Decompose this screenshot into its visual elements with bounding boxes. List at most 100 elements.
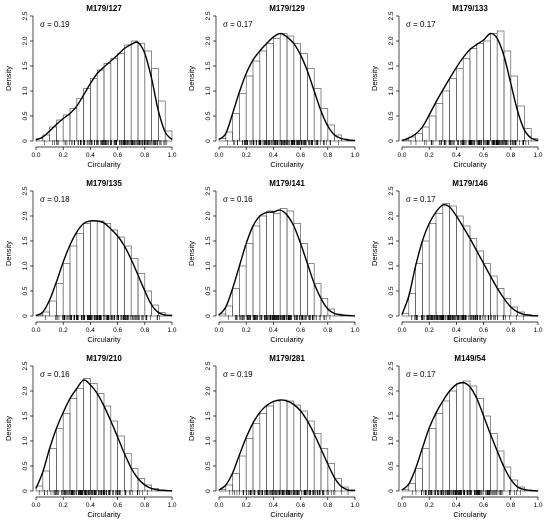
y-axis-label: Density	[4, 416, 13, 441]
density-curve	[35, 41, 173, 141]
x-tick-label: 0.6	[296, 502, 305, 509]
x-tick-label: 1.0	[533, 502, 542, 509]
histogram-bar	[483, 415, 491, 492]
y-tick-label: 2.0	[205, 211, 212, 220]
x-tick-label: 0.2	[425, 152, 434, 159]
rug-marks	[410, 140, 529, 145]
histogram-bar	[428, 115, 437, 142]
histogram-bar	[503, 298, 512, 317]
x-tick-label: 0.8	[140, 502, 149, 509]
x-tick-label: 1.0	[533, 327, 542, 334]
histogram-bar	[266, 43, 274, 142]
histogram-panel: M179/210 σ = 0.16 0 0.5 1.0 1.5 2.0 2.5 0.0 0.2 0.…	[4, 354, 177, 519]
density-curve	[35, 379, 173, 492]
panel-title: M149/54	[454, 354, 486, 363]
rug-marks	[228, 315, 331, 320]
y-tick-label: 1.5	[388, 411, 395, 420]
histogram-bars	[35, 40, 173, 142]
y-tick-label: 1.5	[388, 236, 395, 245]
histogram-bar	[266, 405, 274, 492]
histogram-bar	[124, 453, 132, 492]
y-tick-label: 1.0	[22, 86, 29, 95]
axes: 0 0.5 1.0 1.5 2.0 2.5 0.0 0.2 0.4 0.6 0.8 1.0	[388, 11, 543, 159]
x-tick-label: 1.0	[350, 502, 359, 509]
rug-marks	[411, 315, 524, 320]
sigma-annotation: σ = 0.16	[223, 195, 253, 204]
x-tick-label: 0.6	[113, 152, 122, 159]
histogram-bar	[286, 400, 295, 492]
axes: 0 0.5 1.0 1.5 2.0 2.5 0.0 0.2 0.4 0.6 0.8 1.0	[205, 186, 360, 334]
histogram-bar	[449, 205, 457, 317]
y-tick-label: 2.0	[388, 36, 395, 45]
y-tick-label: 2.0	[22, 211, 29, 220]
histogram-bar	[56, 283, 64, 317]
x-axis-label: Circularity	[453, 160, 487, 169]
y-tick-label: 2.5	[205, 186, 212, 195]
y-axis-label: Density	[4, 241, 13, 266]
histogram-bar	[341, 486, 349, 492]
histogram-bar	[69, 398, 78, 492]
histogram-bar	[137, 43, 146, 142]
histogram-bar	[103, 223, 112, 317]
histogram-bar	[435, 103, 444, 142]
x-tick-label: 0.0	[214, 327, 223, 334]
x-tick-label: 0.2	[59, 502, 68, 509]
y-tick-label: 0	[22, 314, 29, 318]
histogram-bar	[313, 88, 322, 142]
axes: 0 0.5 1.0 1.5 2.0 2.5 0.0 0.2 0.4 0.6 0.8 1.0	[388, 361, 543, 509]
x-tick-label: 0.2	[59, 152, 68, 159]
histogram-bars	[401, 380, 539, 492]
sigma-annotation: σ = 0.17	[406, 370, 436, 379]
histogram-bar	[130, 468, 139, 492]
axes: 0 0.5 1.0 1.5 2.0 2.5 0.0 0.2 0.4 0.6 0.8 1.0	[205, 361, 360, 509]
histogram-bar	[239, 265, 247, 317]
y-tick-label: 0	[22, 139, 29, 143]
x-tick-label: 0.8	[323, 152, 332, 159]
x-tick-label: 1.0	[350, 152, 359, 159]
x-tick-label: 0.0	[31, 502, 40, 509]
x-tick-label: 0.2	[242, 502, 251, 509]
y-tick-label: 1.5	[22, 411, 29, 420]
rug-marks	[44, 315, 160, 320]
x-tick-label: 0.8	[140, 327, 149, 334]
histogram-bar	[456, 68, 464, 142]
y-tick-label: 1.0	[388, 86, 395, 95]
y-axis-label: Density	[4, 66, 13, 91]
y-tick-label: 1.0	[22, 261, 29, 270]
y-tick-label: 2.5	[22, 11, 29, 20]
x-tick-label: 0.4	[269, 502, 278, 509]
panel-title: M179/146	[452, 179, 488, 188]
histogram-bar	[83, 88, 91, 142]
x-tick-label: 0.6	[113, 327, 122, 334]
density-curve	[401, 204, 539, 317]
histogram-bar	[245, 75, 254, 142]
density-curve	[218, 209, 356, 317]
x-tick-label: 0.2	[425, 502, 434, 509]
x-tick-label: 0.4	[452, 152, 461, 159]
rug-marks	[227, 140, 339, 145]
y-tick-label: 2.5	[205, 361, 212, 370]
x-tick-label: 0.4	[86, 502, 95, 509]
histogram-bar	[334, 478, 342, 492]
histogram-bar	[96, 69, 105, 142]
y-tick-label: 2.0	[205, 386, 212, 395]
panel-title: M179/210	[86, 354, 122, 363]
histogram-panel: M179/127 σ = 0.19 0 0.5 1.0 1.5 2.0 2.5 0.0 0.2 0.…	[4, 4, 177, 169]
histogram-bar	[415, 133, 423, 142]
histogram-bar	[313, 283, 322, 317]
histogram-bar	[62, 263, 71, 317]
x-tick-label: 0.8	[323, 327, 332, 334]
y-tick-label: 1.0	[205, 261, 212, 270]
x-axis-label: Circularity	[270, 335, 304, 344]
panel-title: M179/127	[86, 4, 122, 13]
histogram-bar	[462, 380, 471, 492]
x-tick-label: 0.8	[323, 502, 332, 509]
axes: 0 0.5 1.0 1.5 2.0 2.5 0.0 0.2 0.4 0.6 0.8 1.0	[205, 11, 360, 159]
histogram-bars	[218, 33, 356, 142]
y-tick-label: 0.5	[205, 286, 212, 295]
y-tick-label: 0	[22, 489, 29, 493]
histogram-bar	[83, 378, 91, 492]
y-tick-label: 0	[205, 314, 212, 318]
histogram-bar	[239, 455, 247, 492]
histogram-bar	[252, 60, 261, 142]
